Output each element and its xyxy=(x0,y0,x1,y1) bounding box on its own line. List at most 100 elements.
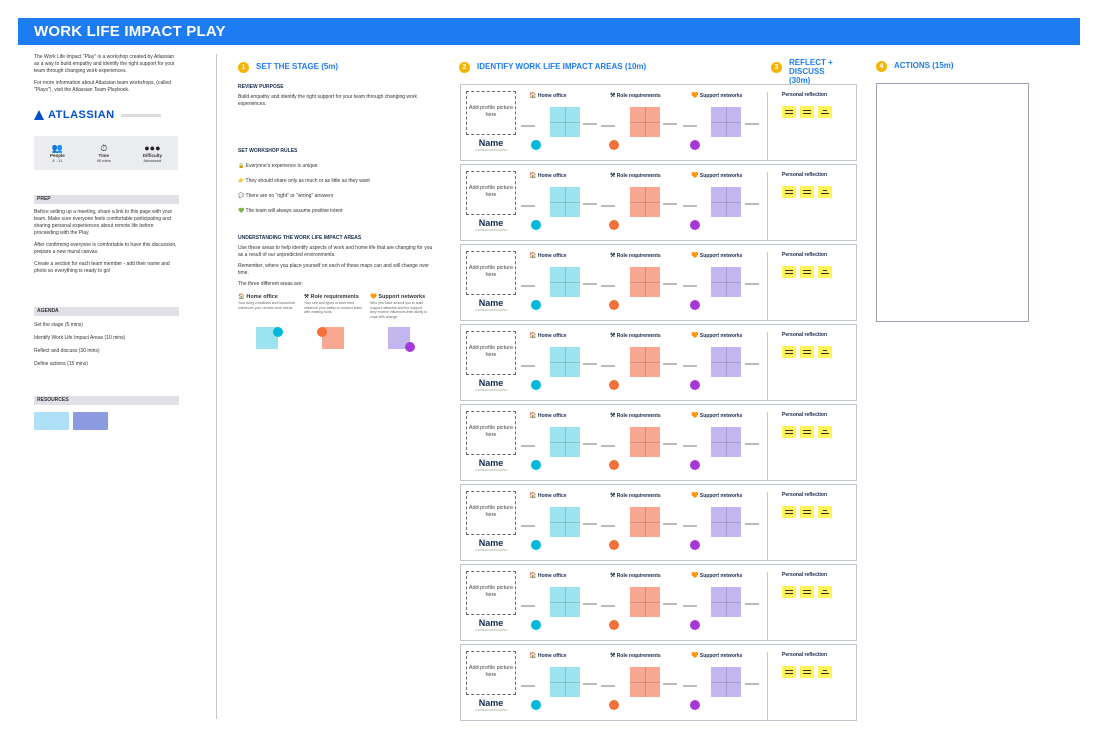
sticky-note[interactable] xyxy=(800,266,814,278)
support-networks-map[interactable] xyxy=(711,267,741,297)
sticky-note[interactable] xyxy=(800,506,814,518)
home-office-map[interactable] xyxy=(550,427,580,457)
role-requirements-marker[interactable] xyxy=(609,220,619,230)
support-networks-marker[interactable] xyxy=(690,460,700,470)
support-networks-map[interactable] xyxy=(711,347,741,377)
sticky-note[interactable] xyxy=(782,666,796,678)
home-office-map[interactable] xyxy=(550,347,580,377)
home-office-marker[interactable] xyxy=(531,700,541,710)
role-requirements-area: ⚒ Role requirements xyxy=(610,652,690,659)
role-requirements-map[interactable] xyxy=(630,267,660,297)
home-office-map[interactable] xyxy=(550,187,580,217)
member-name[interactable]: Name xyxy=(478,538,504,548)
sticky-note[interactable] xyxy=(818,666,832,678)
member-subtitle xyxy=(475,469,507,471)
sticky-note[interactable] xyxy=(782,106,796,118)
profile-picture-placeholder[interactable]: Add profile picture here xyxy=(466,91,516,135)
support-networks-map[interactable] xyxy=(711,587,741,617)
home-office-marker[interactable] xyxy=(531,220,541,230)
support-networks-marker[interactable] xyxy=(690,220,700,230)
profile-picture-placeholder[interactable]: Add profile picture here xyxy=(466,251,516,295)
home-office-marker[interactable] xyxy=(531,540,541,550)
home-icon: 🏠 xyxy=(529,253,537,259)
role-requirements-marker[interactable] xyxy=(609,460,619,470)
role-requirements-marker[interactable] xyxy=(609,540,619,550)
member-name[interactable]: Name xyxy=(478,218,504,228)
step-title: SET THE STAGE (5m) xyxy=(256,62,339,71)
area-title-text: Role requirements xyxy=(616,573,661,579)
member-name[interactable]: Name xyxy=(478,298,504,308)
sticky-note[interactable] xyxy=(818,426,832,438)
resource-thumbnail[interactable] xyxy=(34,412,69,430)
support-networks-map[interactable] xyxy=(711,107,741,137)
role-requirements-map[interactable] xyxy=(630,667,660,697)
member-name[interactable]: Name xyxy=(478,138,504,148)
member-name[interactable]: Name xyxy=(478,458,504,468)
sticky-note[interactable] xyxy=(818,506,832,518)
support-networks-marker[interactable] xyxy=(690,700,700,710)
profile-picture-placeholder[interactable]: Add profile picture here xyxy=(466,411,516,455)
sticky-note[interactable] xyxy=(800,666,814,678)
sticky-note[interactable] xyxy=(782,346,796,358)
home-office-marker[interactable] xyxy=(531,300,541,310)
placement-dot[interactable] xyxy=(273,327,283,337)
role-requirements-marker[interactable] xyxy=(609,380,619,390)
home-office-marker[interactable] xyxy=(531,620,541,630)
home-office-marker[interactable] xyxy=(531,380,541,390)
sticky-note[interactable] xyxy=(818,346,832,358)
sticky-note[interactable] xyxy=(818,266,832,278)
profile-picture-placeholder[interactable]: Add profile picture here xyxy=(466,171,516,215)
sticky-note[interactable] xyxy=(782,186,796,198)
support-networks-map[interactable] xyxy=(711,507,741,537)
profile-picture-placeholder[interactable]: Add profile picture here xyxy=(466,491,516,535)
sticky-note[interactable] xyxy=(818,186,832,198)
sticky-note[interactable] xyxy=(782,586,796,598)
profile-picture-placeholder[interactable]: Add profile picture here xyxy=(466,571,516,615)
support-networks-map[interactable] xyxy=(711,187,741,217)
sticky-note[interactable] xyxy=(782,266,796,278)
sticky-note[interactable] xyxy=(818,106,832,118)
role-requirements-map[interactable] xyxy=(630,187,660,217)
sticky-note[interactable] xyxy=(818,586,832,598)
sticky-note[interactable] xyxy=(782,426,796,438)
home-office-map[interactable] xyxy=(550,667,580,697)
role-requirements-map[interactable] xyxy=(630,107,660,137)
home-office-marker[interactable] xyxy=(531,460,541,470)
role-requirements-map[interactable] xyxy=(630,587,660,617)
sticky-note[interactable] xyxy=(800,586,814,598)
area-title-text: Home office xyxy=(537,413,567,419)
placement-dot[interactable] xyxy=(317,327,327,337)
actions-board[interactable] xyxy=(876,83,1029,322)
role-requirements-marker[interactable] xyxy=(609,140,619,150)
support-networks-marker[interactable] xyxy=(690,300,700,310)
sticky-note[interactable] xyxy=(800,426,814,438)
sticky-note[interactable] xyxy=(800,106,814,118)
home-office-map[interactable] xyxy=(550,587,580,617)
home-office-map[interactable] xyxy=(550,507,580,537)
profile-picture-placeholder[interactable]: Add profile picture here xyxy=(466,651,516,695)
role-requirements-marker[interactable] xyxy=(609,700,619,710)
role-requirements-map[interactable] xyxy=(630,507,660,537)
support-networks-map[interactable] xyxy=(711,667,741,697)
member-name[interactable]: Name xyxy=(478,698,504,708)
support-networks-marker[interactable] xyxy=(690,620,700,630)
resource-thumbnail[interactable] xyxy=(73,412,108,430)
placement-dot[interactable] xyxy=(405,342,415,352)
role-requirements-map[interactable] xyxy=(630,347,660,377)
support-networks-marker[interactable] xyxy=(690,140,700,150)
sticky-note[interactable] xyxy=(800,346,814,358)
support-networks-marker[interactable] xyxy=(690,380,700,390)
sticky-note[interactable] xyxy=(782,506,796,518)
support-networks-map[interactable] xyxy=(711,427,741,457)
member-name[interactable]: Name xyxy=(478,618,504,628)
home-office-map[interactable] xyxy=(550,267,580,297)
role-requirements-map[interactable] xyxy=(630,427,660,457)
home-office-map[interactable] xyxy=(550,107,580,137)
sticky-note[interactable] xyxy=(800,186,814,198)
home-office-marker[interactable] xyxy=(531,140,541,150)
member-name[interactable]: Name xyxy=(478,378,504,388)
role-requirements-marker[interactable] xyxy=(609,620,619,630)
support-networks-marker[interactable] xyxy=(690,540,700,550)
profile-picture-placeholder[interactable]: Add profile picture here xyxy=(466,331,516,375)
role-requirements-marker[interactable] xyxy=(609,300,619,310)
